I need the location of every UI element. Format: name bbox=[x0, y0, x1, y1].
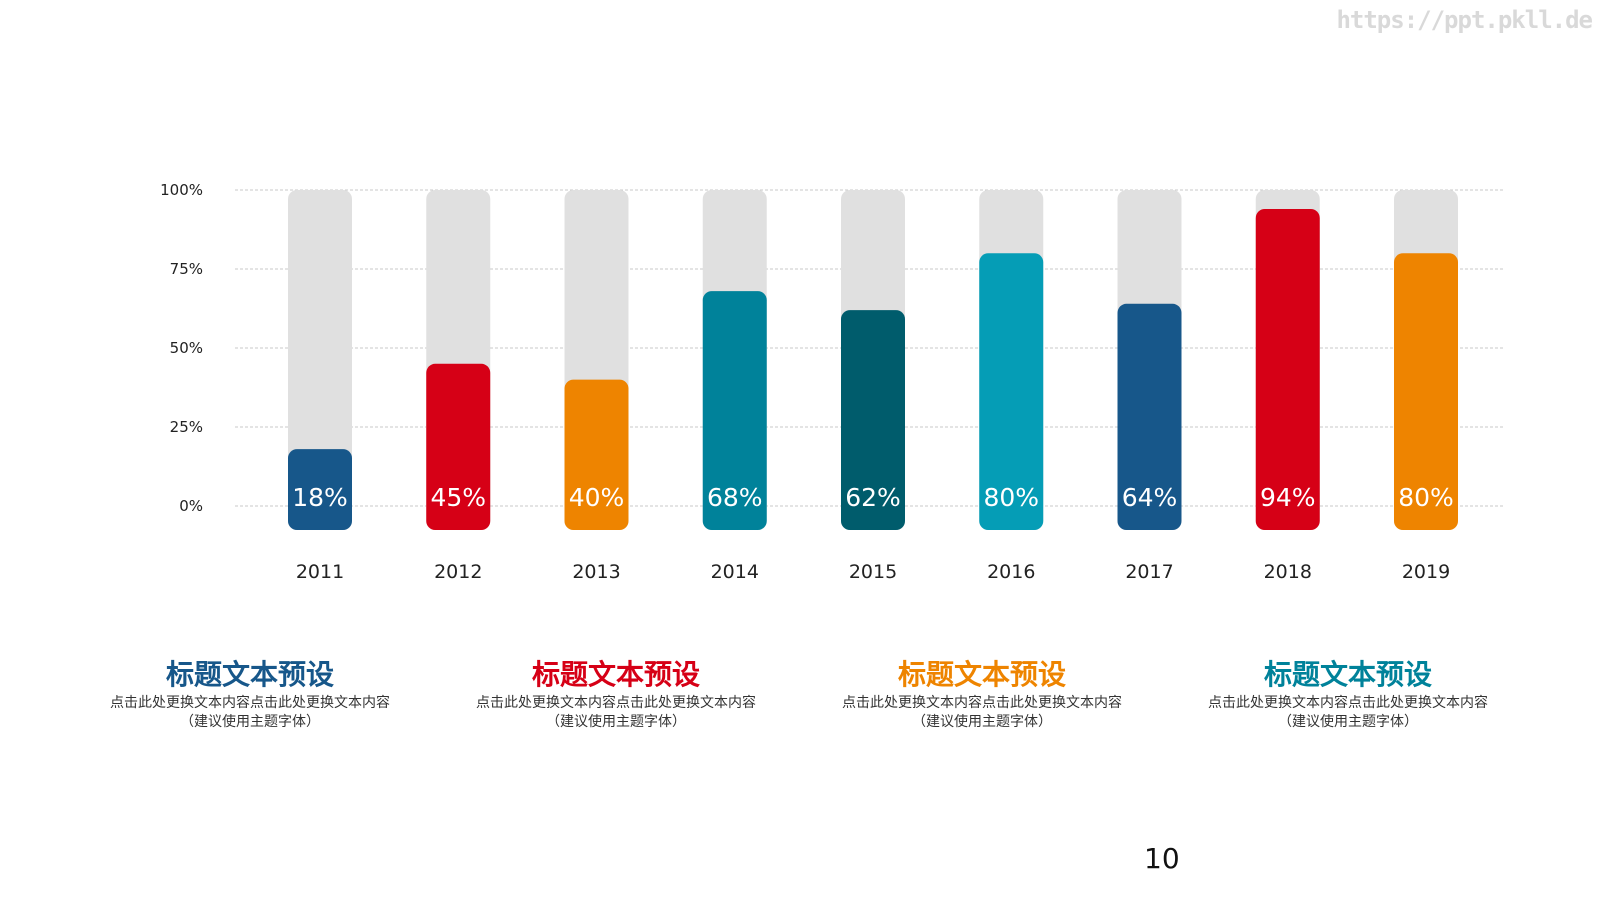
text-column-4[interactable]: 标题文本预设 点击此处更换文本内容点击此处更换文本内容 （建议使用主题字体） bbox=[1188, 658, 1508, 732]
bar bbox=[841, 310, 905, 530]
bar-group-2013: 40% bbox=[564, 190, 629, 530]
column-note[interactable]: （建议使用主题字体） bbox=[180, 714, 320, 730]
page-number: 10 bbox=[1144, 842, 1180, 875]
bars: 18% 45% 40% 68% 62% 80% 64% 94% 80% bbox=[288, 190, 1458, 530]
bar bbox=[1255, 208, 1320, 530]
text-column-3[interactable]: 标题文本预设 点击此处更换文本内容点击此处更换文本内容 （建议使用主题字体） bbox=[822, 658, 1142, 732]
watermark-url: https://ppt.pkll.de bbox=[1336, 6, 1593, 34]
y-tick-label: 50% bbox=[170, 339, 203, 357]
bar bbox=[979, 253, 1044, 530]
bar-value-label: 40% bbox=[569, 483, 625, 512]
y-tick-label: 0% bbox=[179, 497, 203, 515]
column-note[interactable]: （建议使用主题字体） bbox=[1278, 714, 1418, 730]
bar-chart: 100% 75% 50% 25% 0% 18% 45% 40% 68% 62% 80% 64% 94%… bbox=[160, 181, 1503, 583]
bar-value-label: 45% bbox=[430, 483, 486, 512]
bar bbox=[564, 379, 629, 530]
text-column-2[interactable]: 标题文本预设 点击此处更换文本内容点击此处更换文本内容 （建议使用主题字体） bbox=[456, 658, 776, 732]
bar-group-2011: 18% bbox=[288, 190, 352, 530]
column-body[interactable]: 点击此处更换文本内容点击此处更换文本内容 bbox=[842, 695, 1122, 711]
column-note[interactable]: （建议使用主题字体） bbox=[546, 714, 686, 730]
column-title[interactable]: 标题文本预设 bbox=[1263, 658, 1432, 691]
x-tick-label: 2018 bbox=[1264, 561, 1312, 583]
bar-value-label: 68% bbox=[707, 483, 763, 512]
y-axis-ticks: 100% 75% 50% 25% 0% bbox=[160, 181, 203, 515]
text-column-1[interactable]: 标题文本预设 点击此处更换文本内容点击此处更换文本内容 （建议使用主题字体） bbox=[90, 658, 410, 732]
bar-group-2016: 80% bbox=[979, 190, 1044, 530]
bar-value-label: 80% bbox=[1398, 483, 1454, 512]
x-tick-label: 2019 bbox=[1402, 561, 1450, 583]
column-body[interactable]: 点击此处更换文本内容点击此处更换文本内容 bbox=[1208, 695, 1488, 711]
bar-group-2019: 80% bbox=[1394, 190, 1458, 530]
bar bbox=[702, 291, 767, 530]
x-tick-label: 2013 bbox=[572, 561, 620, 583]
x-tick-label: 2011 bbox=[296, 561, 344, 583]
x-tick-label: 2012 bbox=[434, 561, 482, 583]
x-axis-ticks: 2011 2012 2013 2014 2015 2016 2017 2018 2019 bbox=[296, 561, 1450, 583]
column-note[interactable]: （建议使用主题字体） bbox=[912, 714, 1052, 730]
bar bbox=[288, 449, 352, 530]
y-tick-label: 75% bbox=[170, 260, 203, 278]
column-title[interactable]: 标题文本预设 bbox=[531, 658, 700, 691]
bar-track bbox=[288, 190, 352, 530]
bar-value-label: 94% bbox=[1260, 483, 1316, 512]
x-tick-label: 2016 bbox=[987, 561, 1035, 583]
bar-group-2014: 68% bbox=[702, 190, 767, 530]
bar-group-2017: 64% bbox=[1117, 190, 1182, 530]
bar bbox=[1117, 303, 1182, 530]
column-title[interactable]: 标题文本预设 bbox=[165, 658, 334, 691]
bar-value-label: 18% bbox=[292, 483, 348, 512]
bar bbox=[426, 363, 491, 530]
bar-value-label: 80% bbox=[983, 483, 1039, 512]
column-body[interactable]: 点击此处更换文本内容点击此处更换文本内容 bbox=[110, 695, 390, 711]
bar-group-2012: 45% bbox=[426, 190, 491, 530]
bar-value-label: 62% bbox=[845, 483, 901, 512]
y-tick-label: 25% bbox=[170, 418, 203, 436]
bar-value-label: 64% bbox=[1122, 483, 1178, 512]
bar bbox=[1394, 253, 1458, 530]
x-tick-label: 2014 bbox=[711, 561, 759, 583]
x-tick-label: 2017 bbox=[1125, 561, 1173, 583]
bar-group-2018: 94% bbox=[1255, 190, 1320, 530]
y-tick-label: 100% bbox=[160, 181, 203, 199]
column-title[interactable]: 标题文本预设 bbox=[897, 658, 1066, 691]
column-body[interactable]: 点击此处更换文本内容点击此处更换文本内容 bbox=[476, 695, 756, 711]
x-tick-label: 2015 bbox=[849, 561, 897, 583]
bar-group-2015: 62% bbox=[841, 190, 905, 530]
